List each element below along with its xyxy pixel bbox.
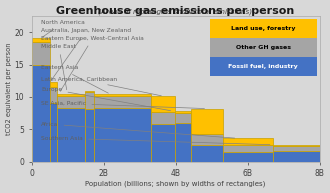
Bar <box>32 65 50 162</box>
Text: Middle East: Middle East <box>41 44 76 90</box>
Bar <box>191 145 223 162</box>
Bar <box>84 109 94 162</box>
Bar <box>151 96 175 113</box>
Bar <box>50 103 57 162</box>
Text: (Areas of rectangles show total emissions): (Areas of rectangles show total emission… <box>98 8 252 15</box>
Bar <box>273 146 330 151</box>
Bar <box>273 145 330 146</box>
Text: Land use, forestry: Land use, forestry <box>231 26 296 31</box>
Bar <box>151 113 175 124</box>
Bar <box>84 92 94 109</box>
Bar <box>50 87 57 103</box>
Bar <box>175 111 191 113</box>
X-axis label: Population (billions; shown by widths of rectangles): Population (billions; shown by widths of… <box>85 181 266 187</box>
Text: Latin America, Caribbean: Latin America, Caribbean <box>41 76 161 96</box>
Bar <box>94 96 151 108</box>
Bar <box>175 113 191 123</box>
Bar <box>32 38 50 42</box>
Bar <box>57 108 84 162</box>
Text: North America: North America <box>41 20 85 37</box>
Text: Eastern Asia: Eastern Asia <box>41 65 108 93</box>
Bar <box>94 108 151 162</box>
Bar <box>273 151 330 162</box>
Text: Australia, Japan, New Zealand: Australia, Japan, New Zealand <box>41 28 131 80</box>
Bar <box>50 82 57 87</box>
FancyBboxPatch shape <box>210 38 316 57</box>
Bar <box>223 145 273 152</box>
Text: Southern Asia: Southern Asia <box>41 136 270 145</box>
Text: SE Asia, Pacific: SE Asia, Pacific <box>41 101 205 108</box>
Text: Eastern Europe, West-Central Asia: Eastern Europe, West-Central Asia <box>41 36 144 91</box>
FancyBboxPatch shape <box>210 57 316 76</box>
Bar <box>191 134 223 145</box>
Bar <box>57 94 84 96</box>
Text: Europe: Europe <box>41 87 171 111</box>
Bar <box>32 42 50 65</box>
Bar <box>57 96 84 108</box>
Bar <box>84 91 94 92</box>
Title: Greenhouse gas emissions per person: Greenhouse gas emissions per person <box>56 6 295 16</box>
FancyBboxPatch shape <box>210 19 316 38</box>
Y-axis label: tCO2 equivalent per person: tCO2 equivalent per person <box>6 43 12 135</box>
Bar <box>191 109 223 134</box>
Text: Other GH gases: Other GH gases <box>236 45 291 50</box>
Bar <box>223 152 273 162</box>
Bar <box>94 94 151 96</box>
Bar <box>223 138 273 145</box>
Bar <box>151 124 175 162</box>
Bar <box>175 123 191 162</box>
Text: Fossil fuel, industry: Fossil fuel, industry <box>228 64 298 69</box>
Text: Africa: Africa <box>41 122 235 138</box>
